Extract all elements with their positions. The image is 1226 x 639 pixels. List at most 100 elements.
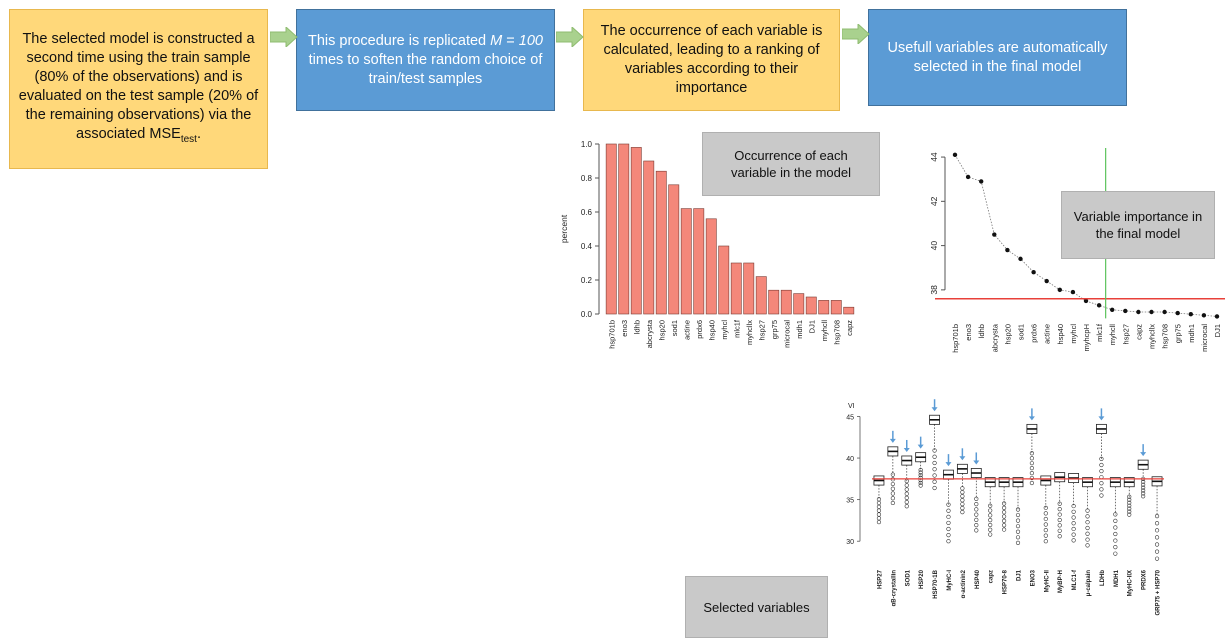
x-tick-label: mdh1 (795, 320, 804, 339)
y-tick-label: 0.4 (581, 242, 593, 251)
x-tick-label: microcal (1200, 324, 1209, 352)
outlier (1071, 538, 1076, 543)
y-tick-label: 40 (929, 241, 939, 251)
outlier (876, 519, 882, 525)
y-tick-label: 38 (929, 285, 939, 295)
outlier (1057, 523, 1062, 528)
outlier (1154, 556, 1160, 561)
outlier (932, 473, 937, 478)
bar (655, 170, 667, 315)
x-tick-label: HSP20 (919, 569, 925, 589)
outlier (1113, 545, 1118, 550)
outlier (974, 517, 979, 522)
outlier (1057, 507, 1062, 512)
outlier (946, 502, 951, 507)
mse-subscript: test (180, 133, 197, 145)
selected-arrowhead (1028, 416, 1035, 421)
step-1-box: The selected model is constructed a seco… (9, 9, 268, 169)
x-tick-label: myhcpH (1082, 324, 1091, 352)
x-tick-label: capz (989, 570, 995, 583)
bar (843, 306, 855, 315)
outlier (1043, 533, 1048, 538)
outlier (1071, 526, 1076, 532)
bar (805, 296, 817, 315)
outlier (1099, 456, 1104, 461)
bar (668, 184, 680, 315)
x-tick-label: myhcllx (1148, 324, 1157, 349)
outlier (1113, 518, 1118, 524)
outlier (1127, 503, 1132, 508)
outlier (890, 472, 895, 477)
outlier (1113, 525, 1118, 530)
outlier (876, 497, 882, 502)
x-tick-label: SOD1 (905, 569, 911, 586)
outlier (1099, 481, 1104, 486)
x-tick-label: DJ1 (807, 320, 816, 333)
outlier (974, 502, 979, 507)
outlier (1085, 508, 1090, 513)
outlier (1085, 514, 1090, 519)
bar (693, 208, 705, 315)
outlier (1057, 501, 1062, 506)
outlier (1085, 543, 1090, 548)
x-tick-label: myhcl (720, 320, 729, 340)
outlier (904, 483, 909, 488)
outlier (946, 520, 951, 526)
bar (743, 262, 755, 315)
outlier (946, 508, 951, 513)
selected-arrowhead (973, 460, 980, 465)
outlier (1001, 510, 1007, 515)
outlier (890, 481, 895, 487)
outlier (1029, 456, 1035, 461)
x-tick-label: HSP70-1B (933, 569, 939, 598)
outlier (1113, 512, 1118, 517)
outlier (1057, 517, 1062, 523)
outlier (904, 499, 909, 505)
outlier (904, 487, 909, 492)
y-tick-label: 0.8 (581, 174, 593, 183)
x-tick-label: GRP75 + HSP70 (1156, 569, 1162, 615)
x-tick-label: sod1 (1017, 324, 1026, 340)
outlier (988, 503, 993, 508)
step-4-box: Usefull variables are automatically sele… (868, 9, 1127, 106)
outlier (932, 454, 937, 459)
occurrence-label: Occurrence of each variable in the model (731, 148, 851, 180)
outlier (960, 506, 965, 511)
bar (730, 262, 742, 315)
bar (780, 289, 792, 315)
data-point (1070, 289, 1076, 295)
importance-label-box: Variable importance in the final model (1061, 191, 1215, 259)
data-point (1018, 256, 1023, 262)
outlier (1085, 531, 1090, 536)
x-tick-label: hsp27 (757, 320, 766, 340)
outlier (876, 516, 882, 521)
outlier (1127, 509, 1132, 514)
outlier (1127, 497, 1132, 502)
outlier (1043, 505, 1048, 510)
bar (680, 208, 692, 315)
y-tick-label: 0.0 (581, 310, 593, 319)
x-tick-label: ldhb (632, 320, 641, 334)
selected-arrowhead (917, 444, 924, 449)
outlier (1029, 461, 1035, 466)
outlier (918, 483, 923, 488)
outlier (988, 513, 993, 518)
x-tick-label: MyBP-H (1058, 570, 1064, 593)
x-tick-label: LDHb (1100, 570, 1106, 586)
outlier (946, 526, 951, 532)
outlier (1015, 540, 1021, 545)
y-tick-label: 44 (929, 152, 939, 162)
outlier (932, 485, 937, 491)
outlier (876, 512, 882, 517)
x-tick-label: hsp20 (1003, 324, 1012, 344)
outlier (1015, 529, 1021, 534)
bar (793, 293, 805, 315)
outlier (1057, 534, 1062, 539)
x-tick-label: αB-crystallin (891, 570, 897, 607)
x-tick-label: α-actinin2 (961, 569, 967, 598)
outlier (876, 500, 882, 506)
outlier (960, 510, 965, 515)
outlier (1154, 542, 1160, 547)
outlier (1127, 500, 1132, 505)
step-2-text-post: times to soften the random choice of tra… (308, 51, 543, 87)
